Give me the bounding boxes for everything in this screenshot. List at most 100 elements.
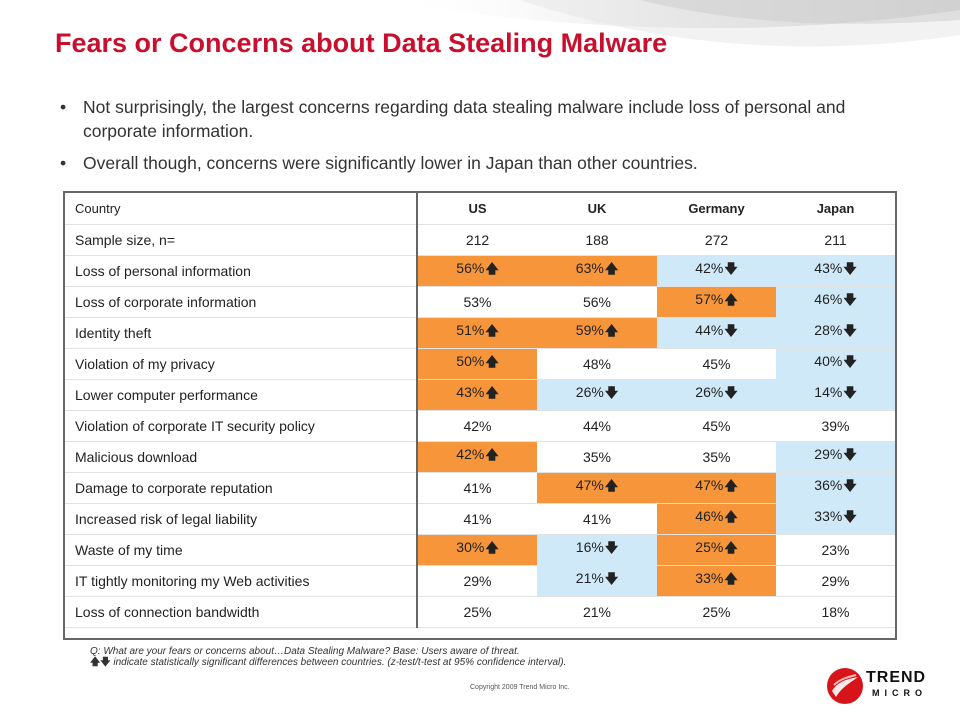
value-cell: 57%🡅 — [657, 286, 776, 317]
arrow-up-icon: 🡅 — [485, 539, 499, 555]
value-cell: 47%🡅 — [657, 472, 776, 503]
value-cell: 33%🡇 — [776, 503, 895, 534]
cell-value: 21% — [582, 603, 612, 620]
column-header: UK — [587, 200, 607, 216]
value-cell: 48% — [537, 348, 657, 379]
cell-value: 43% — [456, 383, 485, 400]
arrow-down-icon: 🡇 — [604, 539, 619, 555]
cell-value: 25% — [695, 538, 724, 555]
cell-value: 21% — [575, 569, 604, 586]
row-label: IT tightly monitoring my Web activities — [65, 565, 418, 596]
cell-value: 16% — [575, 538, 604, 555]
cell-value: 48% — [582, 355, 612, 372]
cell-value: 57% — [695, 290, 724, 307]
cell-value: 45% — [702, 355, 731, 372]
logo-sub: MICRO — [872, 688, 927, 698]
row-label: Sample size, n= — [65, 224, 418, 255]
value-cell: 63%🡅 — [537, 255, 657, 286]
page-title: Fears or Concerns about Data Stealing Ma… — [55, 28, 668, 58]
arrow-up-icon: 🡅 — [485, 384, 499, 400]
row-label: Lower computer performance — [65, 379, 418, 410]
column-header: Japan — [816, 200, 855, 216]
value-cell: 56%🡅 — [417, 255, 537, 286]
table-row: Country US UK Germany Japan — [65, 193, 895, 224]
cell-value: 33% — [814, 507, 843, 524]
table-row: Sample size, n= 212 188 272 211 — [65, 224, 895, 255]
cell-value: 18% — [821, 603, 850, 620]
sample-size-cell: 211 — [824, 231, 847, 248]
value-cell: 30%🡅 — [417, 534, 537, 565]
value-cell: 29%🡇 — [776, 441, 895, 472]
arrow-down-icon: 🡇 — [843, 291, 857, 307]
arrow-up-icon: 🡅 — [604, 477, 619, 493]
value-cell: 53% — [417, 286, 537, 317]
value-cell: 41% — [417, 472, 537, 503]
arrow-down-icon: 🡇 — [843, 353, 857, 369]
value-cell: 33%🡅 — [657, 565, 776, 596]
cell-value: 41% — [463, 479, 492, 496]
cell-value: 39% — [821, 417, 850, 434]
footnote: Q: What are your fears or concerns about… — [90, 646, 566, 668]
table-row: Identity theft 51%🡅 59%🡅 44%🡇 28%🡇 — [65, 317, 895, 348]
value-cell: 42%🡇 — [657, 255, 776, 286]
cell-value: 33% — [695, 569, 724, 586]
cell-value: 36% — [814, 476, 843, 493]
cell-value: 35% — [582, 448, 612, 465]
value-cell: 21%🡇 — [537, 565, 657, 596]
value-cell: 47%🡅 — [537, 472, 657, 503]
cell-value: 59% — [575, 321, 604, 338]
logo-name: TREND — [866, 669, 927, 686]
arrow-down-icon: 🡇 — [843, 446, 857, 462]
arrow-up-icon: 🡅 — [485, 260, 499, 276]
table-row: Loss of personal information 56%🡅 63%🡅 42%🡇… — [65, 255, 895, 286]
arrow-up-icon: 🡅 — [724, 477, 738, 493]
table-row: Waste of my time 30%🡅 16%🡇 25%🡅 23% — [65, 534, 895, 565]
column-header: US — [468, 200, 487, 216]
trend-micro-logo: TREND MICRO — [826, 664, 936, 710]
arrow-up-icon: 🡅 — [724, 508, 738, 524]
row-label: Violation of my privacy — [65, 348, 418, 379]
cell-value: 51% — [456, 321, 485, 338]
value-cell: 18% — [776, 596, 895, 627]
footnote-question: Q: What are your fears or concerns about… — [90, 646, 520, 657]
cell-value: 40% — [814, 352, 843, 369]
concerns-table: Country US UK Germany Japan Sample size, n= 21… — [63, 191, 897, 640]
sample-size-cell: 212 — [465, 231, 490, 248]
value-cell: 26%🡇 — [537, 379, 657, 410]
row-label: Identity theft — [65, 317, 418, 348]
row-label: Loss of connection bandwidth — [65, 596, 418, 627]
value-cell: 14%🡇 — [776, 379, 895, 410]
value-cell: 46%🡇 — [776, 286, 895, 317]
cell-value: 14% — [814, 383, 843, 400]
value-cell: 44% — [537, 410, 657, 441]
value-cell: 43%🡅 — [417, 379, 537, 410]
arrow-up-icon: 🡅 — [485, 322, 499, 338]
value-cell: 23% — [776, 534, 895, 565]
arrow-down-icon: 🡇 — [724, 384, 738, 400]
cell-value: 42% — [695, 259, 724, 276]
value-cell: 59%🡅 — [537, 317, 657, 348]
cell-value: 35% — [702, 448, 731, 465]
row-label: Loss of personal information — [65, 255, 418, 286]
table-row: Damage to corporate reputation 41% 47%🡅 47%… — [65, 472, 895, 503]
row-label: Increased risk of legal liability — [65, 503, 418, 534]
value-cell: 45% — [657, 410, 776, 441]
cell-value: 53% — [463, 293, 492, 310]
value-cell: 35% — [537, 441, 657, 472]
cell-value: 41% — [582, 510, 612, 527]
value-cell: 44%🡇 — [657, 317, 776, 348]
cell-value: 29% — [814, 445, 843, 462]
arrow-up-icon: 🡅 — [724, 291, 738, 307]
value-cell: 25% — [417, 596, 537, 627]
cell-value: 41% — [463, 510, 492, 527]
arrow-up-icon: 🡅 — [485, 446, 499, 462]
value-cell: 29% — [776, 565, 895, 596]
value-cell: 43%🡇 — [776, 255, 895, 286]
arrow-up-icon: 🡅 — [604, 322, 619, 338]
row-label: Country — [65, 193, 418, 224]
value-cell: 45% — [657, 348, 776, 379]
arrow-down-icon: 🡇 — [724, 260, 738, 276]
cell-value: 25% — [702, 603, 731, 620]
cell-value: 42% — [463, 417, 492, 434]
trend-micro-logo-icon — [827, 668, 863, 704]
